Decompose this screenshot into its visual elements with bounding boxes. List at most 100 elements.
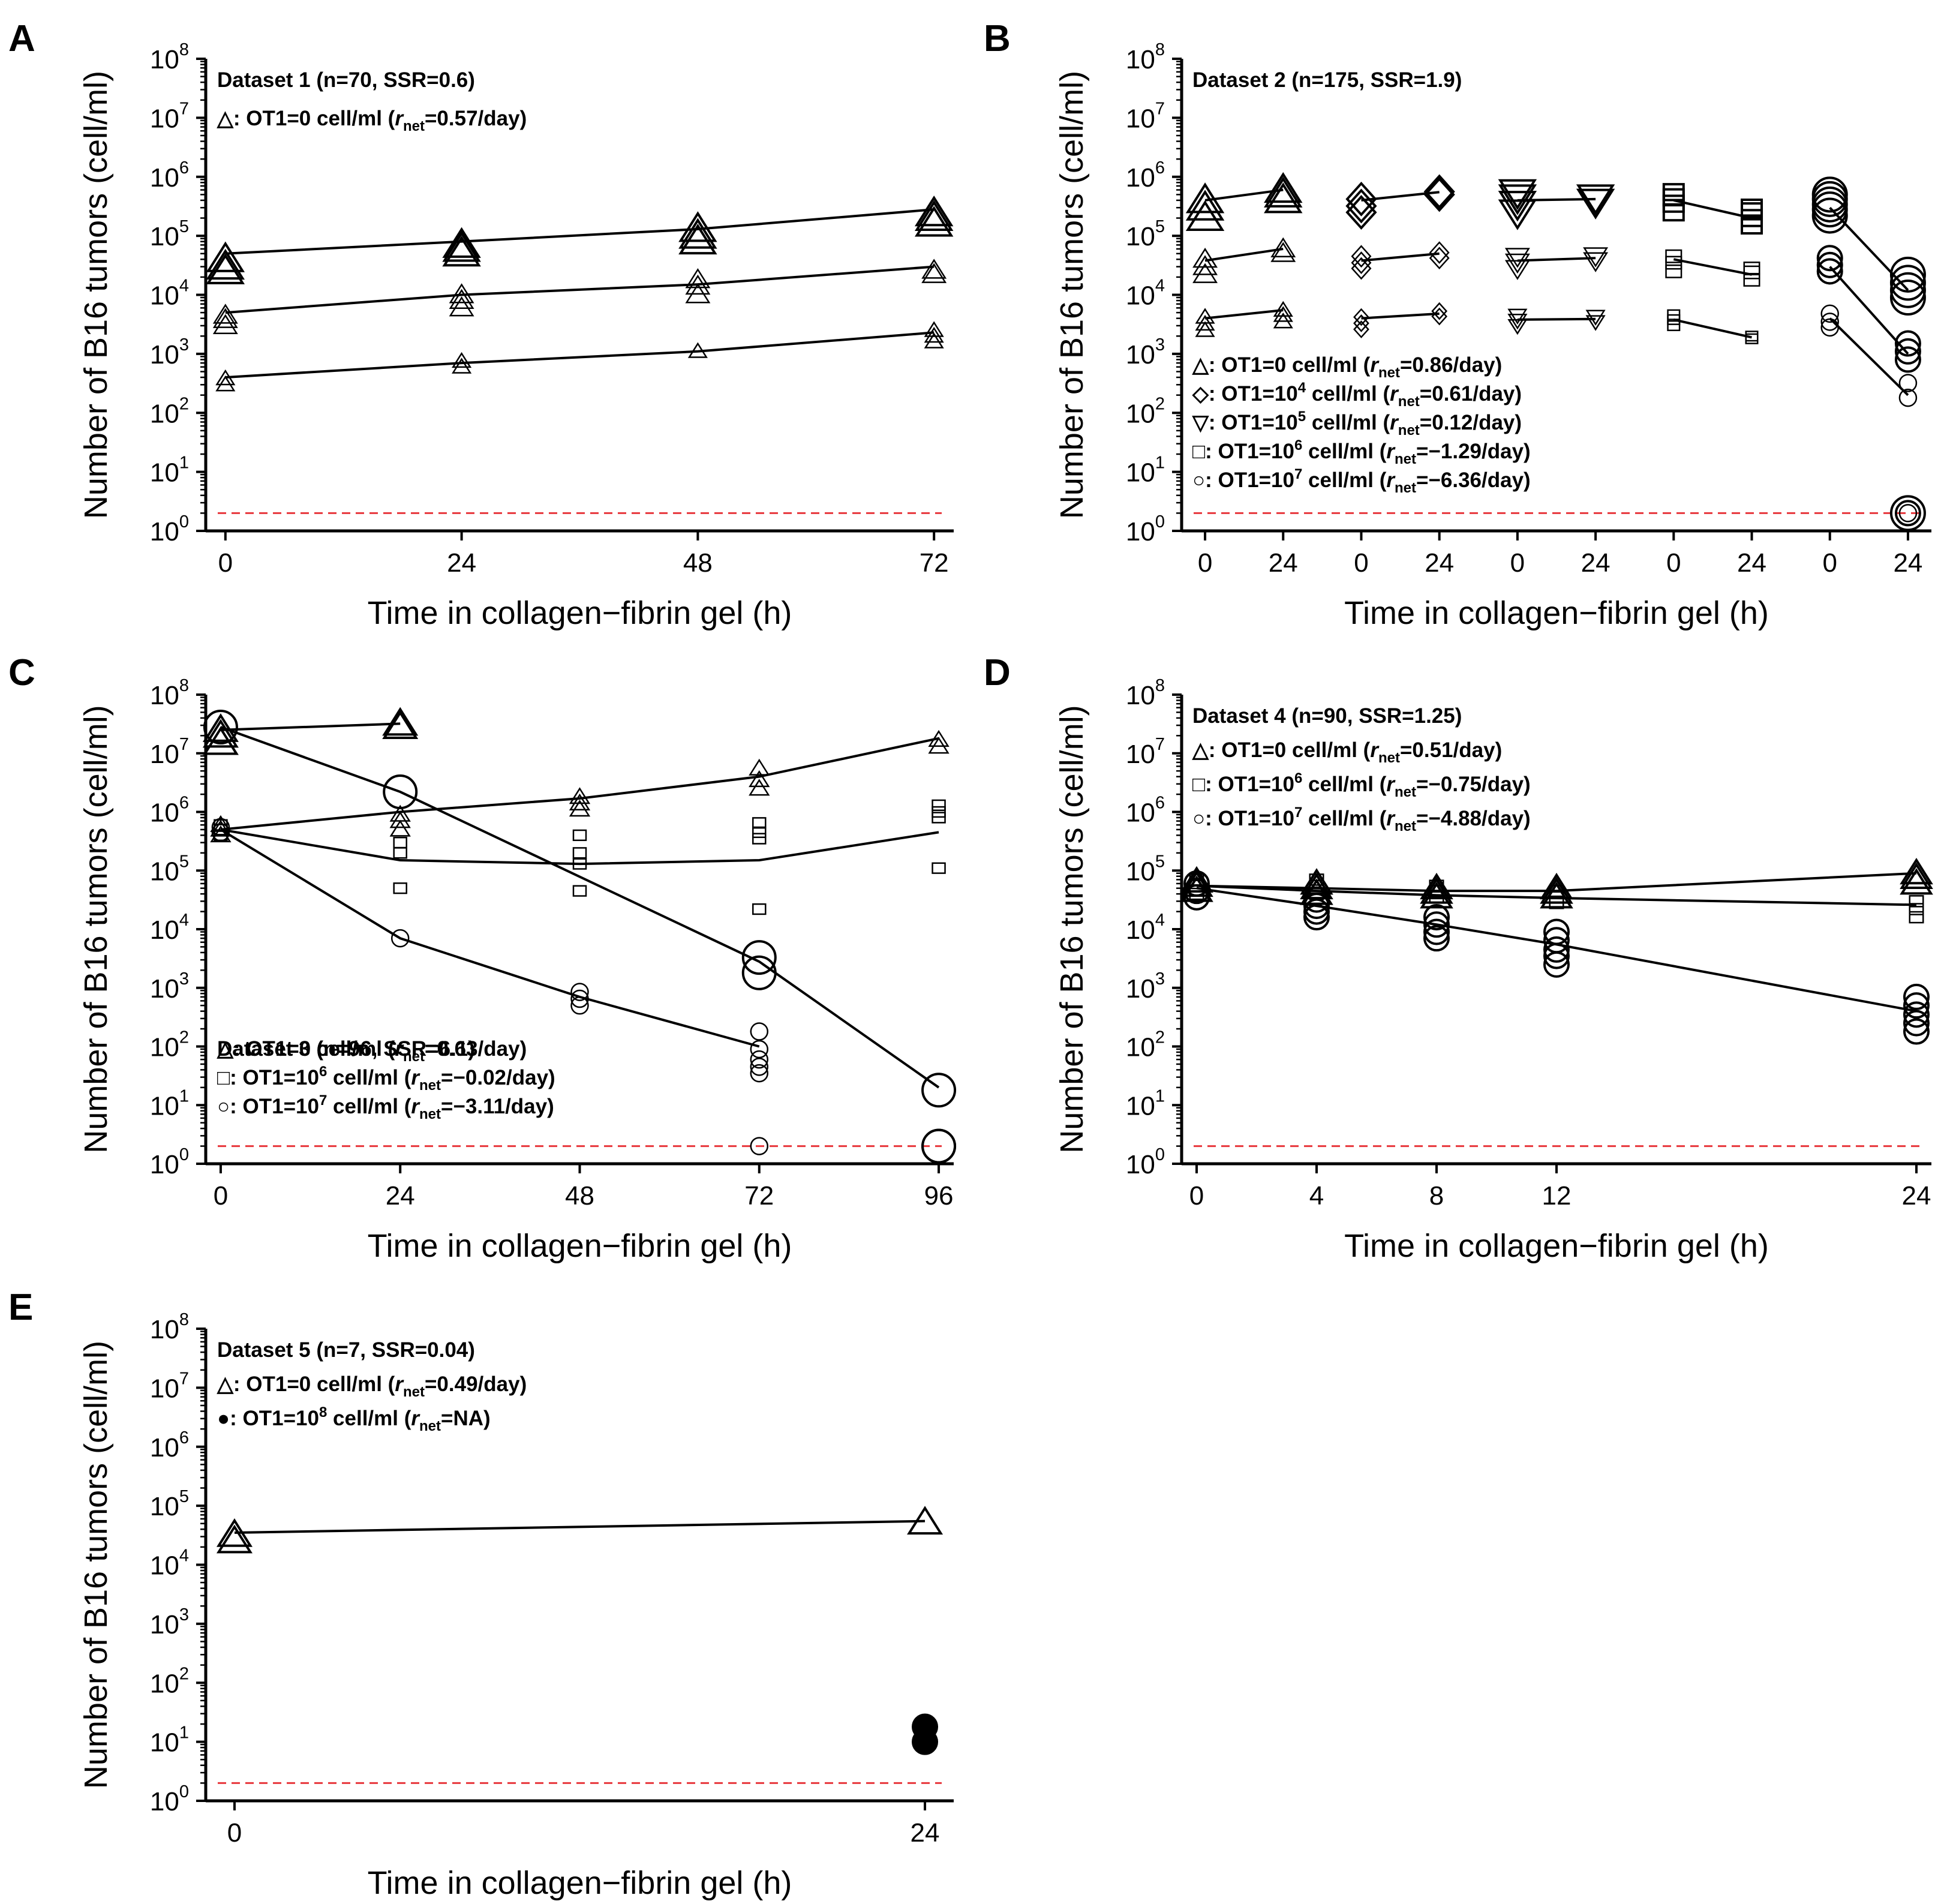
data-point <box>212 308 238 328</box>
data-point <box>750 1050 769 1069</box>
data-point <box>1185 182 1225 214</box>
data-point <box>572 858 587 870</box>
x-axis-title: Time in collagen−fibrin gel (h) <box>368 1865 792 1901</box>
x-tick-label: 24 <box>1425 548 1454 578</box>
data-point <box>1431 307 1448 326</box>
x-tick-label: 0 <box>218 548 233 578</box>
data-point <box>678 223 717 255</box>
data-point <box>1498 179 1537 211</box>
y-tick-label: 100 <box>150 512 189 546</box>
data-point <box>569 800 591 817</box>
series-5 <box>1351 241 1450 280</box>
data-point <box>914 195 954 227</box>
y-tick-label: 105 <box>1126 217 1165 251</box>
y-tick-label: 105 <box>150 1487 189 1521</box>
x-tick-label: 8 <box>1429 1181 1444 1211</box>
data-point <box>1549 884 1564 897</box>
series-4 <box>203 710 957 1164</box>
data-point <box>1894 338 1921 365</box>
data-point <box>924 332 944 349</box>
data-point <box>202 713 239 742</box>
data-point <box>1183 878 1210 905</box>
data-point <box>1507 313 1528 330</box>
data-point <box>912 1728 939 1755</box>
data-point <box>216 1524 253 1554</box>
data-point <box>1353 308 1369 326</box>
data-point <box>1811 176 1848 213</box>
data-point <box>924 321 944 337</box>
series-11 <box>1665 249 1760 287</box>
panel-letter: E <box>8 1287 33 1328</box>
data-point <box>1576 184 1615 215</box>
y-tick-label: 107 <box>1126 735 1165 769</box>
y-tick-label: 107 <box>1126 99 1165 133</box>
y-tick-label: 102 <box>150 1664 189 1698</box>
data-point <box>749 758 770 776</box>
data-point <box>932 799 946 812</box>
series-5 <box>211 818 769 1155</box>
data-point <box>1303 904 1330 931</box>
data-point <box>215 375 236 392</box>
data-point <box>442 227 481 258</box>
data-point <box>1504 260 1530 280</box>
y-tick-label: 106 <box>1126 158 1165 193</box>
x-tick-label: 24 <box>911 1818 940 1848</box>
data-point <box>1429 879 1444 892</box>
y-tick-label: 108 <box>150 1310 189 1344</box>
data-point <box>1303 886 1330 913</box>
y-tick-label: 107 <box>150 735 189 769</box>
y-tick-label: 106 <box>1126 794 1165 828</box>
data-point <box>216 1518 253 1547</box>
data-point <box>1183 884 1210 911</box>
series-3 <box>1183 870 1930 1045</box>
data-point <box>569 793 591 810</box>
data-point <box>212 304 238 324</box>
data-point <box>1195 308 1215 324</box>
data-point <box>449 296 474 317</box>
data-point <box>1900 857 1933 885</box>
data-point <box>1662 183 1685 202</box>
y-tick-label: 106 <box>150 1428 189 1462</box>
data-point <box>1498 191 1537 222</box>
data-point <box>1909 911 1924 924</box>
series-2 <box>1192 237 1296 283</box>
panel-b: B 100 101 102 103 104 105 106 107 108 0 24 0 24 0 24 0 24… <box>984 18 1931 631</box>
data-point <box>1423 911 1450 938</box>
data-point <box>572 829 587 842</box>
data-point <box>1345 194 1377 230</box>
data-point <box>1264 176 1303 208</box>
data-point <box>1741 198 1763 217</box>
series-2 <box>210 729 950 843</box>
y-tick-label: 103 <box>1126 969 1165 1004</box>
panel-d: D 100 101 102 103 104 105 106 107 108 0 4 8 12 24 Time … <box>984 652 1933 1264</box>
dataset-title: Dataset 4 (n=90, SSR=1.25) <box>1192 704 1462 728</box>
x-tick-label: 24 <box>1581 548 1611 578</box>
data-point <box>1543 927 1570 954</box>
y-tick-label: 100 <box>1126 512 1165 546</box>
y-axis-title: Number of B16 tumors (cell/ml) <box>1054 71 1090 519</box>
y-axis-title: Number of B16 tumors (cell/ml) <box>78 1341 114 1789</box>
data-point <box>1423 174 1455 209</box>
series-10 <box>1662 183 1763 235</box>
data-point <box>203 710 238 745</box>
data-point <box>1665 249 1682 263</box>
fit-line <box>1829 266 1909 355</box>
data-point <box>1192 263 1218 283</box>
fit-line <box>220 828 760 1048</box>
data-point <box>1273 306 1293 322</box>
data-point <box>1743 262 1760 275</box>
dataset-title: Dataset 2 (n=175, SSR=1.9) <box>1192 68 1462 92</box>
data-point <box>752 817 767 829</box>
panel-letter: D <box>984 652 1011 693</box>
dataset-title: Dataset 1 (n=70, SSR=0.6) <box>217 68 475 92</box>
data-point <box>393 882 407 894</box>
x-tick-label: 24 <box>1902 1181 1931 1211</box>
x-axis-title: Time in collagen−fibrin gel (h) <box>368 1228 792 1264</box>
data-point <box>393 836 407 849</box>
fit-line <box>220 828 939 866</box>
x-tick-label: 24 <box>386 1181 415 1211</box>
data-point <box>1903 1001 1930 1028</box>
data-point <box>928 729 950 747</box>
data-point <box>572 847 587 859</box>
y-tick-label: 101 <box>150 1723 189 1758</box>
